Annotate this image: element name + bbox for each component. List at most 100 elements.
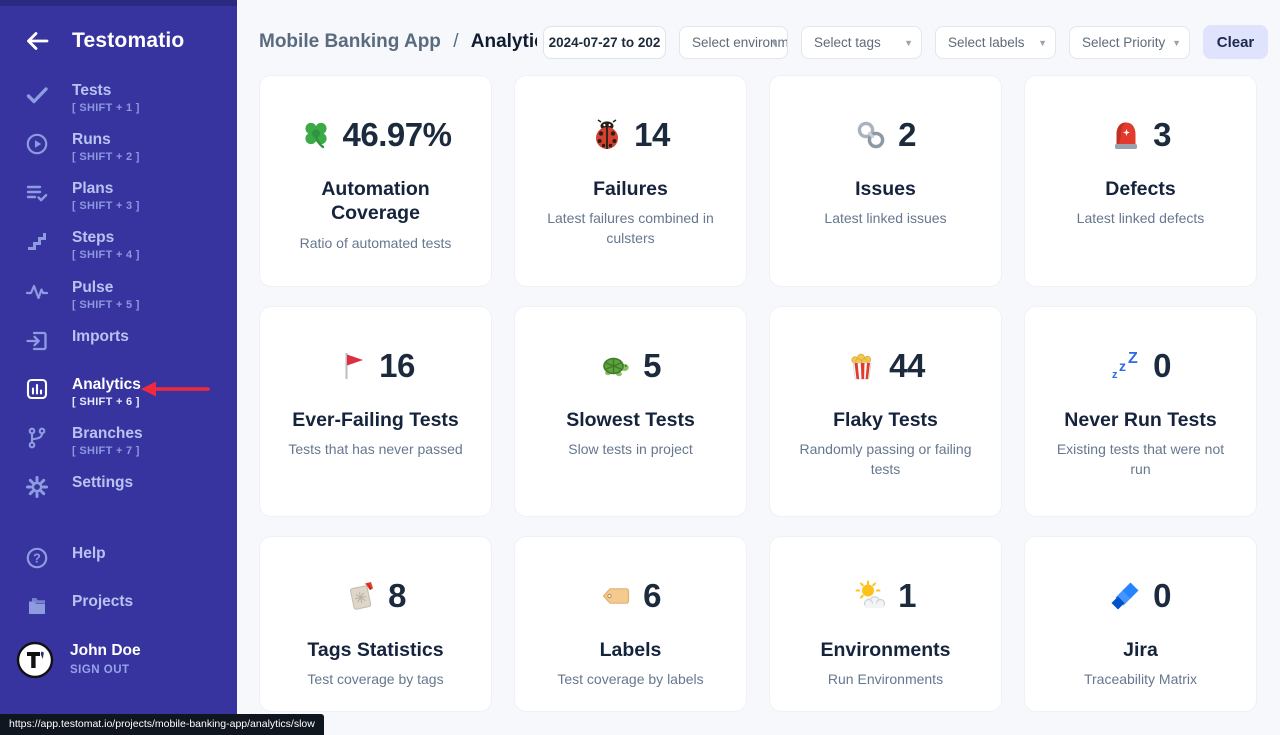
filter-select-select-priority[interactable]: Select Priority ▼ (1069, 25, 1190, 59)
filter-select-select-tags[interactable]: Select tags ▼ (801, 25, 922, 59)
filter-select-select-labels[interactable]: Select labels ▼ (935, 25, 1056, 59)
sidebar-item-projects[interactable]: Projects (0, 593, 237, 618)
label-icon (600, 580, 632, 612)
card-defects[interactable]: 3 Defects Latest linked defects (1024, 75, 1257, 287)
ladybug-icon (591, 119, 623, 151)
main-content: Mobile Banking App / Analytics 2024-07-2… (237, 0, 1280, 735)
card-subtitle: Traceability Matrix (1083, 671, 1198, 688)
sidebar-item-label: Tests (72, 82, 112, 99)
sidebar-item-branches[interactable]: Branches [ SHIFT + 7 ] (0, 425, 237, 457)
red-arrow-icon (138, 380, 210, 398)
app-logo[interactable]: Testomatio (72, 29, 185, 52)
card-subtitle: Ratio of automated tests (299, 234, 452, 251)
popcorn-icon (846, 350, 878, 382)
card-title: Ever-Failing Tests (292, 409, 459, 431)
back-arrow-icon[interactable] (24, 28, 50, 54)
sidebar-top-strip (0, 0, 237, 6)
card-subtitle: Latest linked issues (824, 210, 947, 227)
card-subtitle: Test coverage by tags (307, 671, 444, 688)
sidebar-footer: ? Help Projects (0, 545, 237, 618)
card-ever-failing-tests[interactable]: 16 Ever-Failing Tests Tests that has never… (259, 306, 492, 517)
card-title: Never Run Tests (1064, 409, 1217, 431)
card-subtitle: Run Environments (827, 671, 944, 688)
breadcrumb-separator: / (453, 31, 459, 52)
card-issues[interactable]: 2 Issues Latest linked issues (769, 75, 1002, 287)
card-automation-coverage[interactable]: 46.97% Automation Coverage Ratio of automa… (259, 75, 492, 287)
card-subtitle: Latest linked defects (1076, 210, 1205, 227)
card-title: Jira (1123, 639, 1158, 661)
date-range-input[interactable]: 2024-07-27 to 202 (543, 25, 666, 59)
pulse-icon (25, 280, 49, 304)
sidebar-item-label: Settings (72, 473, 134, 491)
filter-select-placeholder: Select tags (814, 34, 881, 50)
sidebar-item-analytics[interactable]: Analytics [ SHIFT + 6 ] (0, 376, 237, 408)
card-title: Flaky Tests (833, 409, 938, 431)
sidebar-item-shortcut: [ SHIFT + 2 ] (72, 151, 140, 164)
card-value: 3 (1153, 116, 1171, 153)
sidebar-item-runs[interactable]: Runs [ SHIFT + 2 ] (0, 131, 237, 163)
card-subtitle: Test coverage by labels (557, 671, 704, 688)
svg-text:?: ? (33, 551, 41, 565)
card-flaky-tests[interactable]: 44 Flaky Tests Randomly passing or failing… (769, 306, 1002, 517)
sidebar-item-label: Steps (72, 229, 115, 247)
card-title: Slowest Tests (566, 409, 695, 431)
link-icon (855, 119, 887, 151)
card-subtitle: Latest failures combined in culsters (547, 210, 714, 246)
sidebar-item-imports[interactable]: Imports (0, 328, 237, 353)
card-slowest-tests[interactable]: 5 Slowest Tests Slow tests in project (514, 306, 747, 517)
sidebar-item-shortcut: [ SHIFT + 7 ] (72, 444, 140, 457)
sidebar-item-plans[interactable]: Plans [ SHIFT + 3 ] (0, 180, 237, 212)
card-title: Issues (855, 178, 916, 200)
chevron-down-icon: ▼ (904, 37, 913, 48)
chevron-down-icon: ▼ (770, 37, 779, 48)
chevron-down-icon: ▼ (1172, 37, 1181, 48)
card-subtitle: Existing tests that were not run (1056, 441, 1225, 477)
sidebar-item-label: Analytics (72, 375, 141, 393)
svg-text:z: z (1119, 358, 1126, 374)
svg-text:z: z (1112, 369, 1118, 381)
card-value: 2 (898, 116, 916, 153)
svg-text:Z: Z (1128, 350, 1138, 367)
sidebar-item-tests[interactable]: Tests [ SHIFT + 1 ] (0, 82, 237, 114)
sidebar: Testomatio Tests [ SHIFT + 1 ] Runs [ SHIFT… (0, 0, 237, 735)
sidebar-item-help[interactable]: ? Help (0, 545, 237, 570)
card-jira[interactable]: 0 Jira Traceability Matrix (1024, 536, 1257, 712)
card-title: Labels (599, 639, 662, 661)
jira-icon (1110, 580, 1142, 612)
user-section: John Doe SIGN OUT (0, 641, 237, 679)
card-labels[interactable]: 6 Labels Test coverage by labels (514, 536, 747, 712)
card-value: 1 (898, 577, 916, 614)
testomatio-avatar-icon[interactable] (16, 641, 54, 679)
filter-bar: 2024-07-27 to 202 Select environments▼ Se… (543, 25, 1268, 59)
sidebar-item-label: Projects (72, 592, 134, 610)
card-never-run-tests[interactable]: z z Z 0 Never Run Tests Existing tests that w… (1024, 306, 1257, 517)
sign-out-link[interactable]: SIGN OUT (70, 663, 130, 676)
sidebar-item-settings[interactable]: Settings (0, 474, 237, 499)
card-value: 0 (1153, 577, 1171, 614)
clear-filters-button[interactable]: Clear (1203, 25, 1268, 59)
card-environments[interactable]: 1 Environments Run Environments (769, 536, 1002, 712)
sidebar-item-pulse[interactable]: Pulse [ SHIFT + 5 ] (0, 279, 237, 311)
breadcrumb-project[interactable]: Mobile Banking App (259, 31, 441, 52)
sun-cloud-icon (855, 580, 887, 612)
check-icon (25, 83, 49, 107)
sidebar-item-label: Pulse (72, 278, 114, 296)
sidebar-item-shortcut: [ SHIFT + 4 ] (72, 249, 140, 262)
branch-icon (25, 426, 49, 450)
sidebar-item-shortcut: [ SHIFT + 5 ] (72, 298, 140, 311)
sidebar-item-label: Help (72, 544, 106, 562)
status-url-tooltip: https://app.testomat.io/projects/mobile-… (0, 714, 324, 735)
play-circle-icon (25, 132, 49, 156)
filter-select-select-environments[interactable]: Select environments▼ (679, 25, 788, 59)
help-icon: ? (25, 546, 49, 570)
card-tags-statistics[interactable]: 8 Tags Statistics Test coverage by tags (259, 536, 492, 712)
sidebar-item-steps[interactable]: Steps [ SHIFT + 4 ] (0, 229, 237, 261)
siren-icon (1110, 119, 1142, 151)
sidebar-item-label: Plans (72, 180, 114, 198)
card-title: Tags Statistics (307, 639, 444, 661)
sidebar-item-shortcut: [ SHIFT + 3 ] (72, 200, 140, 213)
card-failures[interactable]: 14 Failures Latest failures combined in cu… (514, 75, 747, 287)
gear-icon (25, 475, 49, 499)
import-icon (25, 329, 49, 353)
